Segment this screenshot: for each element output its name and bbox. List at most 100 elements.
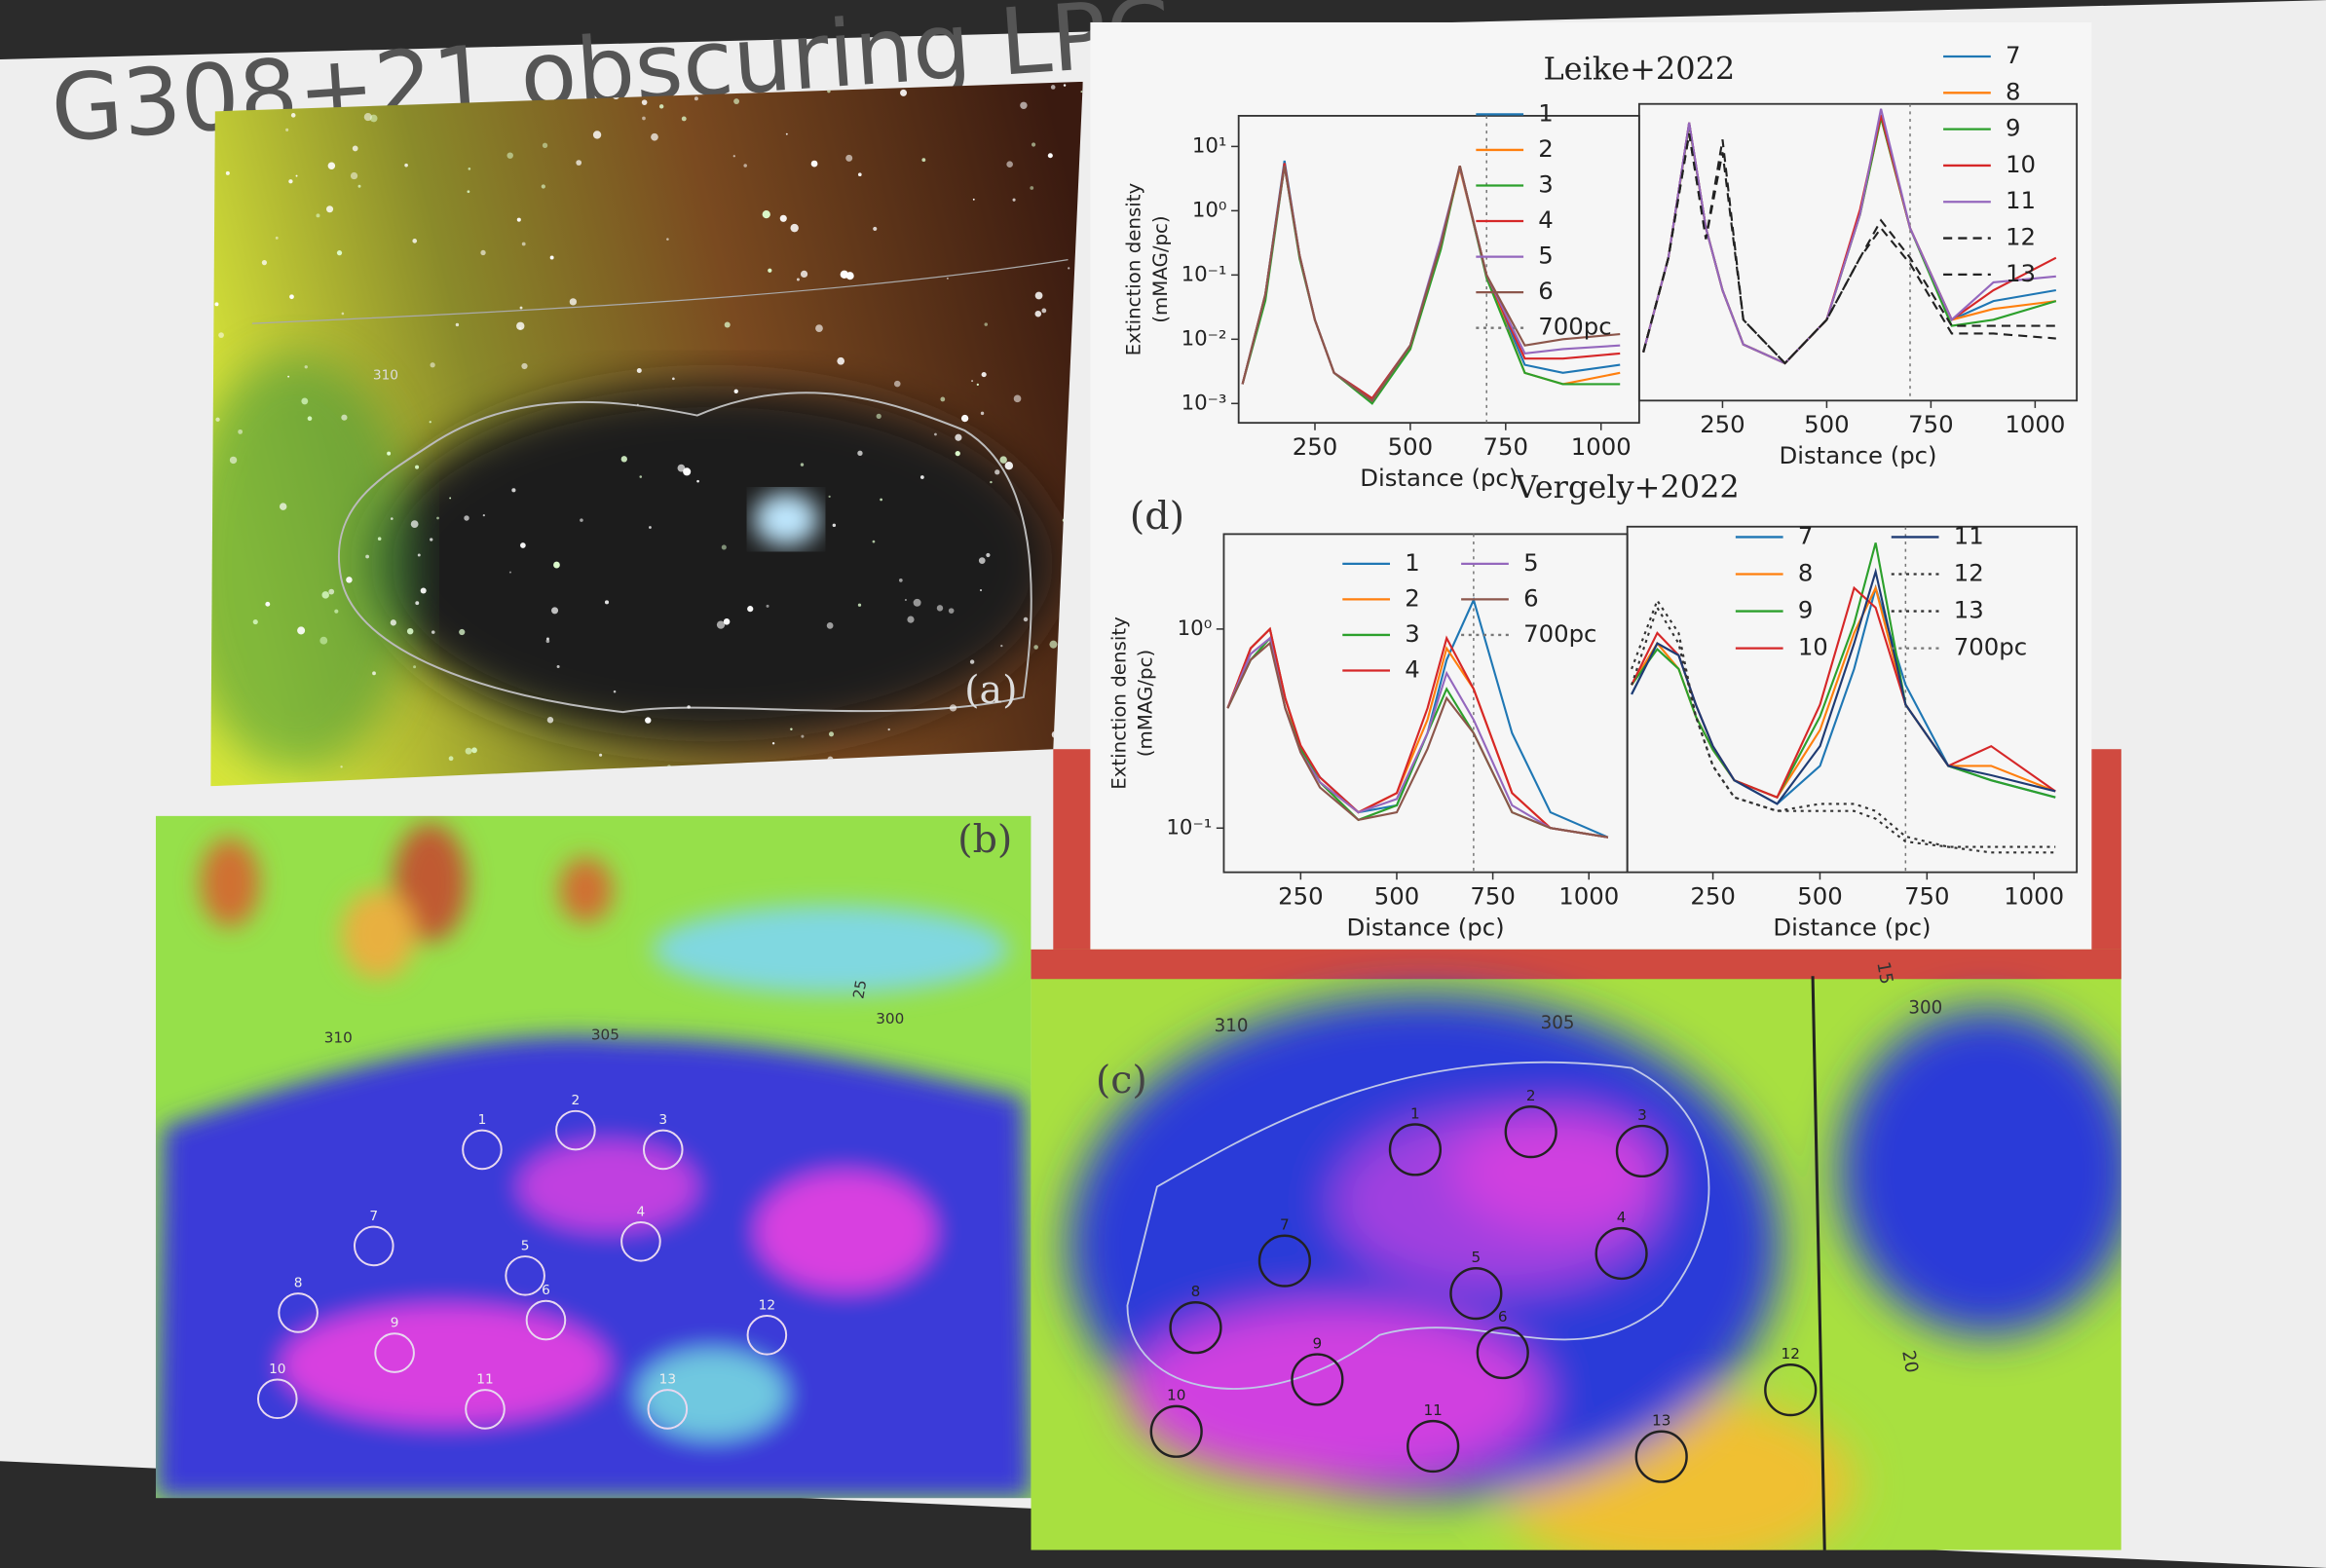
region-circle [505,1255,545,1296]
star [549,255,554,260]
star [790,223,799,233]
star [771,742,775,745]
x-tick-label: 1000 [1571,432,1632,461]
star [613,690,617,693]
star [639,475,643,478]
panel-text: 13 [1652,1412,1670,1430]
star [289,294,294,300]
panel-text: (d) [1130,494,1184,539]
x-tick-label: 250 [1278,882,1324,911]
star [880,498,882,502]
panel-d-background [1090,21,2092,950]
star [1006,161,1013,168]
contour [1126,1061,1710,1390]
y-axis-label: (mMAG/pc) [1135,650,1157,757]
star [1030,186,1034,190]
star [1013,394,1022,403]
star [556,664,560,668]
star [948,608,955,615]
region-circle [555,1109,596,1151]
region-circle [1764,1363,1818,1417]
star [946,277,949,280]
star [723,618,731,625]
star [520,542,526,548]
region-circle [1407,1419,1460,1474]
legend-label: 3 [1405,619,1420,648]
star [649,526,652,529]
star [815,324,823,332]
star [265,601,271,607]
star [898,579,903,582]
dark-cloud [370,386,1054,742]
legend-label: 8 [2006,77,2021,105]
x-tick-label: 500 [1797,882,1843,911]
star [316,213,320,218]
star [449,497,452,500]
star [430,538,433,541]
star [984,322,988,326]
star [672,377,675,381]
star [218,332,224,339]
star [762,209,770,219]
coordinate-grid [251,259,1069,324]
star [413,665,417,669]
boundary [1811,976,1826,1550]
plot-frame [1637,102,2079,402]
star [430,362,435,368]
chart: Leike+2022 Distance (pc) Extinction densit… [1123,51,1736,492]
plot-frame [1626,525,2079,874]
y-tick-label: 10⁻² [1182,326,1227,351]
star [1020,101,1028,109]
star [238,429,244,434]
panel-text: 12 [759,1297,775,1313]
legend-label: 3 [1538,169,1554,198]
star [363,113,372,122]
panel-text: 300 [1908,998,1942,1019]
star [1049,640,1058,649]
legend-label: 700pc [1523,619,1596,648]
star [955,433,962,441]
region-circle [1476,1325,1529,1380]
x-tick-label: 1000 [2005,410,2065,438]
panel-text: 3 [1637,1106,1647,1124]
star [436,516,439,520]
legend-label: 700pc [1538,313,1611,341]
star [872,540,876,543]
star [1034,291,1043,300]
x-axis-label: Distance (pc) [1347,913,1505,941]
x-tick-label: 250 [1690,882,1736,911]
star [683,467,692,476]
star [636,367,642,373]
star [696,479,699,483]
star [857,603,862,607]
star [857,172,862,177]
star [1063,84,1067,87]
star [471,747,477,754]
star [592,131,602,139]
star [545,639,550,644]
star [642,116,646,121]
x-axis-label: Distance (pc) [1360,464,1518,492]
star [857,450,863,457]
legend-label: 5 [1523,548,1539,577]
star [779,214,787,222]
star [225,170,230,175]
star [666,238,669,241]
star [677,464,686,472]
x-tick-label: 750 [1470,882,1516,911]
star [521,362,528,370]
star [733,98,740,105]
star [651,132,658,141]
star [893,380,901,388]
star [319,636,328,645]
chart: Distance (pc) 250 500 750 1000 7 8 9 10 11 12 13 [1637,41,2079,469]
star [412,239,418,243]
star [971,380,974,383]
panel-text: (c) [1096,1058,1147,1102]
star [747,606,754,613]
star [913,598,921,607]
region-circle [1634,1430,1688,1483]
star [350,171,358,180]
star [976,383,979,387]
